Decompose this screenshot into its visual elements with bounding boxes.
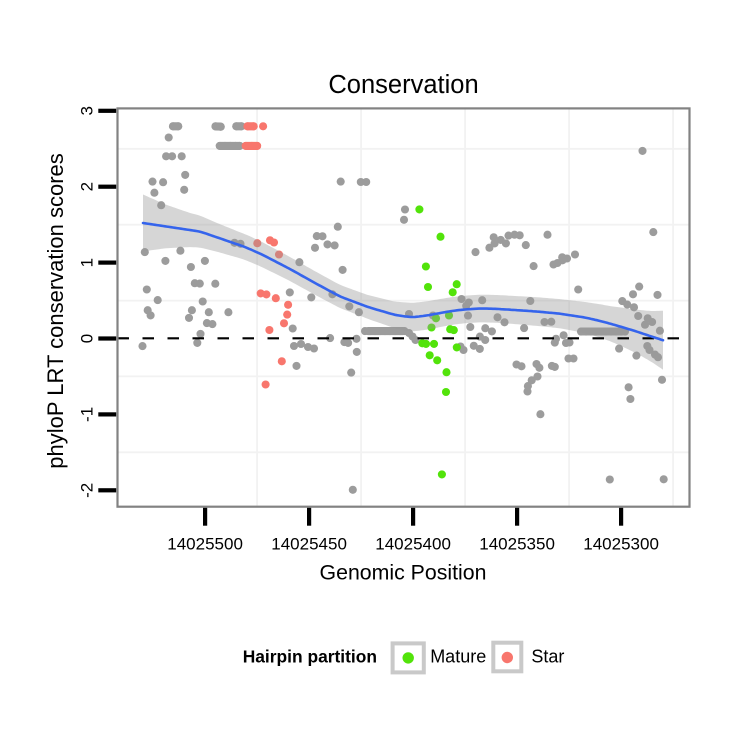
svg-text:Hairpin partition: Hairpin partition bbox=[243, 646, 377, 666]
svg-text:Genomic Position: Genomic Position bbox=[320, 561, 487, 585]
svg-text:14025350: 14025350 bbox=[479, 535, 555, 554]
svg-text:2: 2 bbox=[78, 182, 97, 191]
svg-text:phyloP LRT conservation scores: phyloP LRT conservation scores bbox=[43, 153, 68, 469]
svg-text:1: 1 bbox=[78, 258, 97, 267]
svg-text:14025450: 14025450 bbox=[271, 535, 347, 554]
svg-text:0: 0 bbox=[78, 334, 97, 343]
svg-text:Conservation: Conservation bbox=[328, 71, 478, 99]
svg-text:-2: -2 bbox=[78, 483, 97, 498]
svg-text:Star: Star bbox=[531, 646, 564, 666]
svg-text:Mature: Mature bbox=[430, 646, 486, 666]
svg-text:14025400: 14025400 bbox=[375, 535, 451, 554]
svg-text:14025500: 14025500 bbox=[167, 535, 243, 554]
svg-text:-1: -1 bbox=[78, 407, 97, 422]
svg-text:14025300: 14025300 bbox=[583, 535, 659, 554]
svg-text:3: 3 bbox=[78, 106, 97, 115]
